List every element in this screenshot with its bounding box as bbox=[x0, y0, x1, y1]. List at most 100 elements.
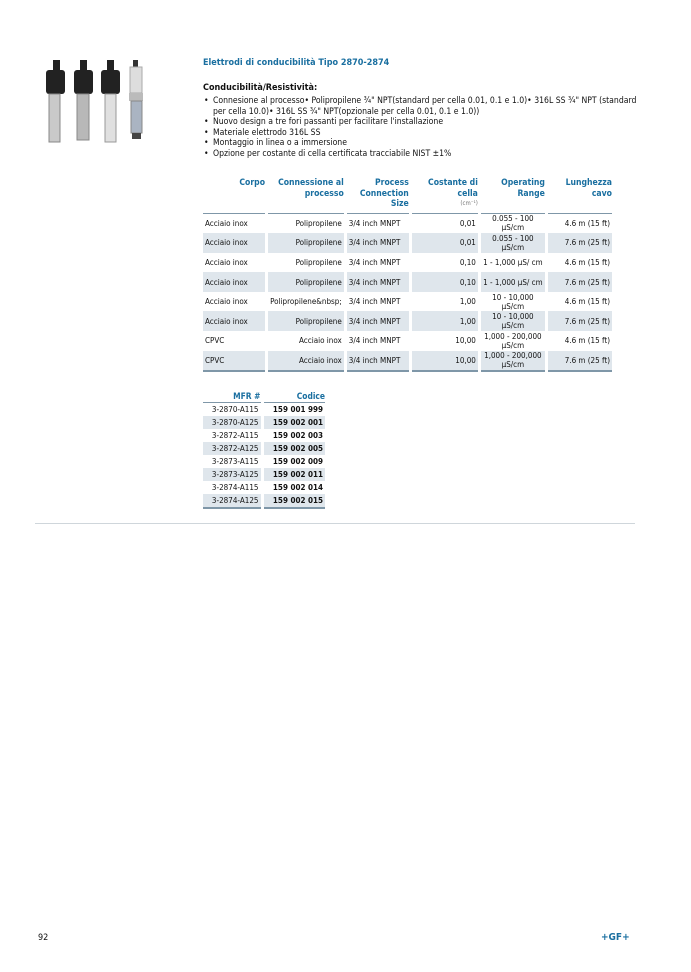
table-cell: 0.055 - 100 µS/cm bbox=[492, 214, 534, 233]
table-row: 3-2872-A115 159 002 003 bbox=[203, 429, 325, 442]
table-cell: 1 - 1,000 µS/ cm bbox=[480, 272, 545, 292]
table-cell: 3/4 inch MNPT bbox=[346, 233, 409, 253]
table-cell: 7.6 m (25 ft) bbox=[547, 233, 612, 253]
mfr-cell: 3-2870-A115 bbox=[211, 405, 259, 414]
unit-label: (cm⁻¹) bbox=[460, 200, 478, 207]
table-cell: 10 - 10,000 µS/cm bbox=[492, 292, 534, 311]
col-header: Costante di cella (cm⁻¹) bbox=[411, 178, 478, 214]
table-cell: 3/4 inch MNPT bbox=[348, 257, 401, 267]
table-cell: 0,10 bbox=[459, 257, 476, 267]
table-cell: Polipropilene&nbsp; bbox=[270, 297, 342, 307]
gf-logo: +GF+ bbox=[601, 932, 630, 943]
table-cell: 1 - 1,000 µS/ cm bbox=[483, 257, 543, 267]
code-cell: 159 002 001 bbox=[263, 416, 325, 429]
table-row: CPVC Acciaio inox 3/4 inch MNPT 10,00 1,000 … bbox=[203, 350, 612, 373]
mfr-cell: 3-2874-A125 bbox=[203, 494, 261, 509]
table-cell: 0,10 bbox=[411, 272, 478, 292]
mfr-cell: 3-2872-A125 bbox=[203, 442, 261, 455]
col-header: MFR # bbox=[203, 391, 261, 403]
col-header: Operating Range bbox=[480, 178, 545, 214]
list-item: Connesione al processo• Polipropilene ¾"… bbox=[203, 96, 643, 117]
list-item: Montaggio in linea o a immersione bbox=[203, 138, 643, 149]
list-item: Nuovo design a tre fori passanti per fac… bbox=[203, 117, 643, 128]
mfr-cell: 3-2873-A115 bbox=[211, 457, 259, 466]
feature-list: Connesione al processo• Polipropilene ¾"… bbox=[203, 96, 643, 160]
table-row: 3-2870-A115 159 001 999 bbox=[203, 403, 325, 416]
mfr-cell: 3-2872-A115 bbox=[211, 431, 259, 440]
code-cell: 159 002 003 bbox=[272, 431, 323, 440]
table-row: 3-2870-A125 159 002 001 bbox=[203, 416, 325, 429]
table-cell: 1,00 bbox=[459, 297, 476, 307]
table-row: 3-2874-A125 159 002 015 bbox=[203, 494, 325, 509]
col-header: Corpo bbox=[203, 178, 266, 214]
table-header: Corpo Connessione al processo Process Co… bbox=[203, 178, 612, 214]
electrodes-product-image bbox=[46, 60, 143, 143]
table-cell: 1,00 bbox=[411, 311, 478, 332]
table-row: Acciaio inox Polipropilene 3/4 inch MNPT 0,… bbox=[203, 214, 612, 234]
table-cell: Polipropilene bbox=[268, 311, 344, 332]
table-cell: Acciaio inox bbox=[205, 218, 248, 228]
subsection-title: Conducibilità/Resistività: bbox=[203, 83, 318, 93]
table-cell: CPVC bbox=[203, 350, 266, 373]
table-cell: Acciaio inox bbox=[299, 336, 342, 346]
code-cell: 159 002 011 bbox=[263, 468, 325, 481]
list-item: Materiale elettrodo 316L SS bbox=[203, 128, 643, 139]
table-row: Acciaio inox Polipropilene&nbsp; 3/4 inch … bbox=[203, 292, 612, 312]
table-cell: 3/4 inch MNPT bbox=[346, 311, 409, 332]
table-cell: 0.055 - 100 µS/cm bbox=[480, 233, 545, 253]
col-header-text: Costante di cella bbox=[428, 178, 478, 199]
table-cell: 7.6 m (25 ft) bbox=[547, 350, 612, 373]
table-cell: 4.6 m (15 ft) bbox=[564, 297, 610, 307]
page-number: 92 bbox=[38, 933, 49, 943]
table-cell: 1,000 - 200,000 µS/cm bbox=[480, 350, 545, 373]
table-cell: Polipropilene bbox=[268, 233, 344, 253]
table-row: Acciaio inox Polipropilene 3/4 inch MNPT 0,… bbox=[203, 233, 612, 253]
spec-table: Corpo Connessione al processo Process Co… bbox=[200, 178, 615, 373]
table-row: 3-2873-A125 159 002 011 bbox=[203, 468, 325, 481]
table-cell: 4.6 m (15 ft) bbox=[564, 218, 610, 228]
table-row: 3-2873-A115 159 002 009 bbox=[203, 455, 325, 468]
table-row: Acciaio inox Polipropilene 3/4 inch MNPT 0,… bbox=[203, 272, 612, 292]
table-cell: Polipropilene bbox=[295, 218, 342, 228]
table-row: 3-2872-A125 159 002 005 bbox=[203, 442, 325, 455]
table-cell: 3/4 inch MNPT bbox=[348, 336, 401, 346]
table-cell: Polipropilene bbox=[268, 272, 344, 292]
table-cell: Acciaio inox bbox=[203, 233, 266, 253]
table-cell: 0,01 bbox=[411, 233, 478, 253]
table-cell: Acciaio inox bbox=[203, 311, 266, 332]
table-cell: Acciaio inox bbox=[205, 297, 248, 307]
col-header: Process Connection Size bbox=[346, 178, 409, 214]
table-cell: 7.6 m (25 ft) bbox=[547, 272, 612, 292]
table-cell: 7.6 m (25 ft) bbox=[547, 311, 612, 332]
table-row: Acciaio inox Polipropilene 3/4 inch MNPT 1,… bbox=[203, 311, 612, 332]
table-cell: 4.6 m (15 ft) bbox=[564, 336, 610, 346]
table-cell: 1,000 - 200,000 µS/cm bbox=[484, 331, 542, 350]
table-cell: 10,00 bbox=[455, 336, 476, 346]
code-cell: 159 002 009 bbox=[272, 457, 323, 466]
table-cell: Acciaio inox bbox=[205, 257, 248, 267]
table-cell: CPVC bbox=[205, 336, 225, 346]
table-cell: 10,00 bbox=[411, 350, 478, 373]
table-cell: 4.6 m (15 ft) bbox=[564, 257, 610, 267]
order-table: MFR # Codice 3-2870-A115 159 001 999 3-287… bbox=[200, 391, 328, 509]
table-cell: 3/4 inch MNPT bbox=[346, 350, 409, 373]
mfr-cell: 3-2874-A115 bbox=[211, 483, 259, 492]
table-cell: 3/4 inch MNPT bbox=[346, 272, 409, 292]
table-cell: 3/4 inch MNPT bbox=[348, 297, 401, 307]
table-cell: Acciaio inox bbox=[203, 272, 266, 292]
table-row: CPVC Acciaio inox 3/4 inch MNPT 10,00 1,000 … bbox=[203, 331, 612, 351]
mfr-cell: 3-2873-A125 bbox=[203, 468, 261, 481]
table-cell: 0,01 bbox=[459, 218, 476, 228]
section-title: Elettrodi di conducibilità Tipo 2870-287… bbox=[203, 58, 390, 68]
table-header: MFR # Codice bbox=[203, 391, 325, 403]
code-cell: 159 002 005 bbox=[263, 442, 325, 455]
col-header: Codice bbox=[263, 391, 325, 403]
code-cell: 159 001 999 bbox=[272, 405, 323, 414]
table-row: Acciaio inox Polipropilene 3/4 inch MNPT 0,… bbox=[203, 253, 612, 273]
list-item: Opzione per costante di cella certificat… bbox=[203, 149, 643, 160]
col-header: Lunghezza cavo bbox=[547, 178, 612, 214]
table-cell: 3/4 inch MNPT bbox=[348, 218, 401, 228]
col-header: Connessione al processo bbox=[268, 178, 344, 214]
mfr-cell: 3-2870-A125 bbox=[203, 416, 261, 429]
